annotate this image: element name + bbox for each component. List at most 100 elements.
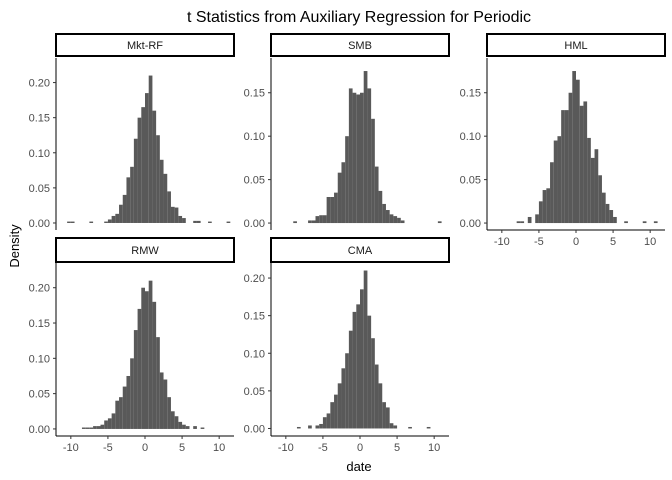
histogram-bar: [400, 220, 405, 224]
x-tick-label: -10: [278, 442, 294, 454]
histogram-bar: [542, 190, 547, 224]
histogram-bar: [167, 397, 171, 429]
histogram-bar: [367, 315, 372, 429]
histogram-bar: [385, 407, 390, 429]
x-tick-label: 5: [394, 442, 400, 454]
y-tick-label: 0.15: [244, 311, 265, 323]
histogram-bar: [590, 157, 595, 224]
histogram-bar: [360, 92, 364, 224]
histogram-bar: [174, 207, 179, 223]
y-tick-label: 0.20: [29, 78, 50, 90]
histogram-bar: [308, 425, 312, 429]
histogram-bar: [408, 426, 412, 429]
x-tick-label: 10: [428, 442, 440, 454]
x-tick-label: -10: [63, 442, 79, 454]
histogram-bar: [583, 101, 588, 224]
y-tick-label: 0.15: [460, 88, 481, 100]
y-tick-label: 0.20: [29, 283, 50, 295]
y-tick-label: 0.00: [244, 423, 265, 435]
histogram-bar: [156, 135, 160, 223]
histogram-bar: [89, 221, 94, 223]
histogram-bar: [126, 177, 131, 223]
histogram-bar: [70, 221, 75, 223]
histogram-bar: [119, 204, 123, 223]
histogram-bar: [334, 192, 338, 224]
y-tick-label: 0.10: [29, 148, 50, 160]
histogram-bar: [315, 216, 320, 224]
x-tick-label: 0: [357, 442, 363, 454]
histogram-bar: [156, 337, 160, 429]
panel-mkt-rf: Mkt-RF 0.00 0.05 0.10 0.15 0.20: [29, 33, 235, 230]
histogram-bar: [426, 426, 431, 429]
histogram-bar: [516, 221, 521, 224]
histogram-bar: [182, 424, 186, 429]
histogram-bar: [67, 221, 71, 223]
histogram-bar: [311, 220, 316, 224]
histogram-bar: [315, 425, 320, 429]
histogram-bar: [196, 220, 201, 223]
histogram-bar: [133, 138, 138, 223]
x-tick-label: -10: [494, 236, 510, 248]
histogram-bar: [520, 221, 525, 224]
facet-strip-label: CMA: [348, 245, 373, 257]
histogram-bar: [145, 93, 149, 223]
panel-rmw: RMW 0.00 0.05 0.10 0.15 0.20 -10 -5 0 5 10: [29, 237, 235, 454]
y-tick-label: 0.00: [460, 218, 481, 230]
histogram-bar: [653, 221, 658, 224]
histogram-bar: [437, 221, 442, 224]
y-tick-label: 0.15: [29, 318, 50, 330]
histogram-bar: [133, 330, 138, 429]
histogram-bar: [609, 210, 614, 224]
histogram-bar: [371, 118, 375, 224]
histogram-bar: [293, 221, 297, 224]
histogram-bar: [93, 426, 97, 429]
histogram-bar: [605, 203, 610, 224]
y-tick-label: 0.15: [244, 88, 265, 100]
facet-strip-label: Mkt-RF: [127, 40, 163, 52]
facet-strip-label: HML: [564, 40, 587, 52]
chart-title: t Statistics from Auxiliary Regression f…: [187, 9, 531, 26]
histogram-bar: [356, 304, 360, 429]
histogram-bar: [193, 220, 197, 223]
histogram-bar: [367, 88, 372, 224]
histogram-bar: [130, 358, 134, 429]
histogram-bar: [546, 188, 551, 224]
histogram-bar: [378, 190, 383, 224]
facet-strip: [270, 237, 450, 263]
histogram-bar: [89, 427, 94, 429]
y-tick-label: 0.10: [244, 131, 265, 143]
histogram-bar: [579, 105, 584, 224]
facet-strip-label: SMB: [348, 40, 372, 52]
histogram-bar: [119, 397, 123, 429]
histogram-bar: [107, 418, 112, 429]
histogram-bar: [378, 383, 383, 429]
histogram-bar: [319, 215, 323, 224]
histogram-bar: [167, 191, 171, 223]
histogram-bar: [352, 311, 357, 429]
histogram-bar: [148, 75, 153, 223]
histogram-bar: [642, 221, 647, 224]
histogram-bar: [296, 426, 301, 429]
histogram-bar: [393, 216, 398, 224]
histogram-bar: [397, 217, 401, 224]
y-tick-label: 0.05: [244, 175, 265, 187]
y-tick-label: 0.15: [29, 113, 50, 125]
histogram-bar: [85, 427, 90, 429]
y-tick-label: 0.00: [244, 218, 265, 230]
histogram-bar: [126, 375, 131, 429]
histogram-bar: [337, 383, 342, 429]
histogram-bar: [382, 402, 386, 429]
histogram-bar: [557, 136, 562, 224]
facet-strip-label: RMW: [131, 245, 159, 257]
histogram-bar: [345, 136, 349, 224]
histogram-bar: [334, 394, 338, 429]
histogram-bar: [352, 92, 357, 224]
x-tick-label: 5: [179, 442, 185, 454]
histogram-bar: [389, 423, 394, 429]
facet-panels: Mkt-RF 0.00 0.05 0.10 0.15 0.20 SMB 0.00 0.05 0.1…: [29, 33, 666, 454]
y-tick-label: 0.05: [29, 389, 50, 401]
histogram-bar: [159, 159, 164, 223]
histogram-bar: [538, 201, 543, 224]
histogram-bar: [553, 140, 558, 224]
x-tick-label: -5: [103, 442, 113, 454]
